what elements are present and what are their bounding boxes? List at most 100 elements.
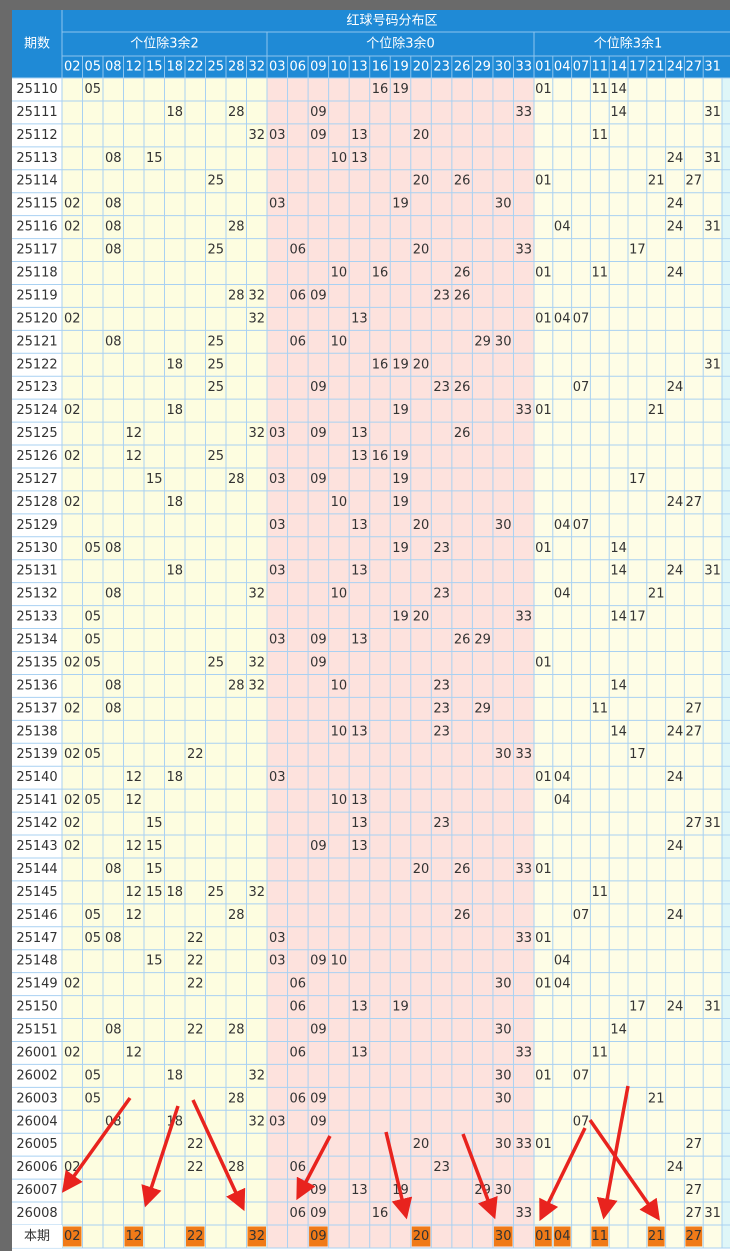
issue: 25150 xyxy=(16,1000,57,1015)
issue: 25126 xyxy=(16,449,57,464)
drawn-number: 05 xyxy=(84,655,101,670)
drawn-number: 06 xyxy=(290,288,307,303)
drawn-number: 09 xyxy=(310,105,327,120)
issue: 26007 xyxy=(16,1183,57,1198)
issue: 25119 xyxy=(16,288,57,303)
issue: 26002 xyxy=(16,1068,57,1083)
drawn-number: 13 xyxy=(351,839,368,854)
drawn-number: 02 xyxy=(64,220,81,235)
drawn-number: 16 xyxy=(372,1206,389,1221)
current-number: 02 xyxy=(64,1229,81,1244)
drawn-number: 14 xyxy=(610,564,627,579)
drawn-number: 22 xyxy=(187,1023,204,1038)
drawn-number: 01 xyxy=(535,931,552,946)
drawn-number: 14 xyxy=(610,105,627,120)
drawn-number: 09 xyxy=(310,1023,327,1038)
issue: 26004 xyxy=(16,1114,57,1129)
drawn-number: 30 xyxy=(495,197,512,212)
drawn-number: 26 xyxy=(454,426,471,441)
drawn-number: 09 xyxy=(310,655,327,670)
drawn-number: 32 xyxy=(248,678,265,693)
column-number: 17 xyxy=(629,60,646,75)
drawn-number: 17 xyxy=(629,747,646,762)
drawn-number: 10 xyxy=(331,495,348,510)
drawn-number: 26 xyxy=(454,633,471,648)
drawn-number: 02 xyxy=(64,311,81,326)
drawn-number: 24 xyxy=(667,1160,684,1175)
drawn-number: 11 xyxy=(592,1045,609,1060)
drawn-number: 03 xyxy=(269,426,286,441)
annotation-arrow xyxy=(141,1105,180,1208)
drawn-number: 10 xyxy=(331,151,348,166)
issue: 25145 xyxy=(16,885,57,900)
drawn-number: 25 xyxy=(207,334,224,349)
drawn-number: 13 xyxy=(351,633,368,648)
drawn-number: 25 xyxy=(207,655,224,670)
drawn-number: 05 xyxy=(84,1091,101,1106)
drawn-number: 13 xyxy=(351,426,368,441)
drawn-number: 31 xyxy=(704,564,721,579)
drawn-number: 19 xyxy=(392,449,409,464)
drawn-number: 23 xyxy=(433,724,450,739)
drawn-number: 32 xyxy=(248,655,265,670)
drawn-number: 25 xyxy=(207,380,224,395)
drawn-number: 12 xyxy=(125,770,142,785)
drawn-number: 09 xyxy=(310,426,327,441)
column-number: 09 xyxy=(310,60,327,75)
column-number: 33 xyxy=(515,60,532,75)
drawn-number: 09 xyxy=(310,472,327,487)
highlight xyxy=(493,1226,513,1247)
issue: 25115 xyxy=(16,197,57,212)
drawn-number: 21 xyxy=(648,174,665,189)
issue: 25143 xyxy=(16,839,57,854)
drawn-number: 05 xyxy=(84,610,101,625)
drawn-number: 01 xyxy=(535,82,552,97)
drawn-number: 26 xyxy=(454,174,471,189)
issue: 25129 xyxy=(16,518,57,533)
drawn-number: 13 xyxy=(351,128,368,143)
highlight xyxy=(411,1226,431,1247)
issue: 25146 xyxy=(16,908,57,923)
drawn-number: 03 xyxy=(269,954,286,969)
drawn-number: 31 xyxy=(704,1206,721,1221)
issue: 25136 xyxy=(16,678,57,693)
current-number: 30 xyxy=(495,1229,512,1244)
issue: 26008 xyxy=(16,1206,57,1221)
drawn-number: 11 xyxy=(592,701,609,716)
drawn-number: 04 xyxy=(554,977,571,992)
column-number: 22 xyxy=(187,60,204,75)
current-label: 本期 xyxy=(24,1229,50,1244)
drawn-number: 33 xyxy=(515,1045,532,1060)
drawn-number: 26 xyxy=(454,862,471,877)
column-number: 24 xyxy=(667,60,684,75)
drawn-number: 22 xyxy=(187,977,204,992)
drawn-number: 24 xyxy=(667,839,684,854)
drawn-number: 18 xyxy=(166,495,183,510)
issue: 25138 xyxy=(16,724,57,739)
drawn-number: 20 xyxy=(413,243,430,258)
drawn-number: 12 xyxy=(125,885,142,900)
drawn-number: 01 xyxy=(535,1137,552,1152)
drawn-number: 28 xyxy=(228,105,245,120)
column-number: 19 xyxy=(392,60,409,75)
drawn-number: 32 xyxy=(248,128,265,143)
drawn-number: 32 xyxy=(248,1068,265,1083)
drawn-number: 13 xyxy=(351,564,368,579)
drawn-number: 27 xyxy=(686,701,703,716)
issue: 25112 xyxy=(16,128,57,143)
drawn-number: 01 xyxy=(535,403,552,418)
drawn-number: 02 xyxy=(64,403,81,418)
drawn-number: 24 xyxy=(667,265,684,280)
drawn-number: 07 xyxy=(573,1114,590,1129)
drawn-number: 19 xyxy=(392,197,409,212)
drawn-number: 25 xyxy=(207,449,224,464)
drawn-number: 16 xyxy=(372,357,389,372)
drawn-number: 23 xyxy=(433,816,450,831)
issue: 25123 xyxy=(16,380,57,395)
issue: 25116 xyxy=(16,220,57,235)
column-number: 28 xyxy=(228,60,245,75)
drawn-number: 09 xyxy=(310,288,327,303)
drawn-number: 29 xyxy=(474,334,491,349)
drawn-number: 28 xyxy=(228,1023,245,1038)
column-number: 12 xyxy=(125,60,142,75)
